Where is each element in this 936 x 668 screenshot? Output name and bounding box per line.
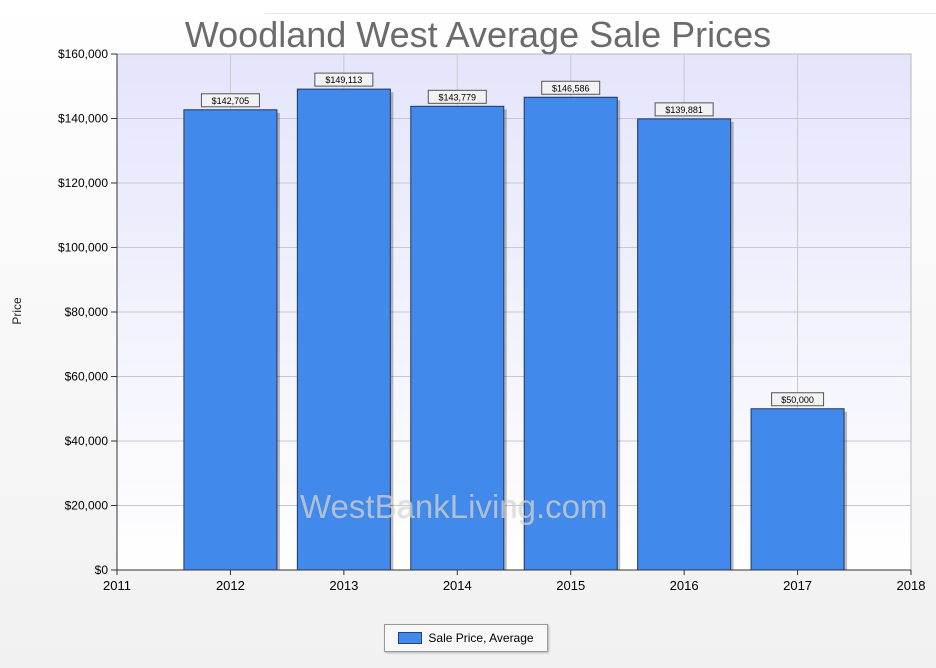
data-label-box <box>314 72 374 87</box>
y-tick-label: $100,000 <box>58 241 108 255</box>
y-tick-label: $80,000 <box>65 305 109 319</box>
watermark-text: WestBankLiving.com <box>300 488 608 525</box>
data-label-2014: $143,779 <box>439 92 477 102</box>
data-label-box <box>200 93 260 108</box>
y-tick-label: $120,000 <box>58 176 108 190</box>
x-tick-label: 2015 <box>556 578 585 593</box>
x-tick-label: 2017 <box>783 578 812 593</box>
data-label-2013: $149,113 <box>325 75 362 85</box>
y-tick-label: $160,000 <box>58 47 108 61</box>
bar-2013 <box>296 88 391 571</box>
data-label-box <box>427 89 487 104</box>
y-tick-label: $60,000 <box>65 370 109 384</box>
bars <box>183 88 848 571</box>
y-tick-label: $40,000 <box>65 434 109 448</box>
data-label-2012: $142,705 <box>212 96 250 106</box>
data-labels: $142,705 $149,113 $143,779 $146,586 $139,881… <box>200 72 825 407</box>
data-label-box <box>541 80 601 95</box>
x-tick-label: 2012 <box>216 578 245 593</box>
data-label-2016: $139,881 <box>665 105 703 115</box>
x-tick-label: 2011 <box>103 578 131 593</box>
axes: $0 $20,000 $40,000 $60,000 $80,000 $100,000 $1… <box>58 47 926 593</box>
data-label-2015: $146,586 <box>552 83 590 93</box>
data-label-box <box>654 102 714 117</box>
top-divider <box>265 13 936 14</box>
bar-2014 <box>410 105 505 571</box>
x-tick-label: 2014 <box>443 578 472 593</box>
data-label-2017: $50,000 <box>781 395 814 405</box>
chart-title: Woodland West Average Sale Prices <box>184 14 772 55</box>
x-tick-label: 2013 <box>329 578 358 593</box>
bar-2017 <box>750 408 845 571</box>
legend-label: Sale Price, Average <box>428 631 534 645</box>
bar-2012 <box>183 109 278 571</box>
y-tick-label: $20,000 <box>65 499 109 513</box>
y-axis-label: Price <box>10 297 24 325</box>
y-tick-label: $0 <box>95 563 109 577</box>
x-tick-label: 2018 <box>897 578 926 593</box>
bar-2016 <box>637 118 732 571</box>
y-tick-label: $140,000 <box>58 112 108 126</box>
legend-swatch <box>398 632 423 644</box>
x-tick-label: 2016 <box>670 578 699 593</box>
legend: Sale Price, Average <box>384 624 548 652</box>
data-label-box <box>771 392 825 407</box>
